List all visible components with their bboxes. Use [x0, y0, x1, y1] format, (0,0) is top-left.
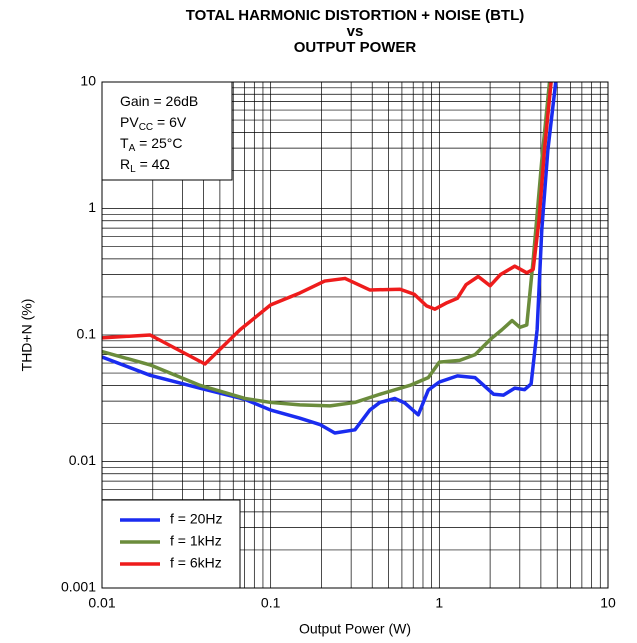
annotation-part: CC	[139, 122, 153, 133]
x-tick-label: 10	[600, 595, 616, 611]
data-line	[102, 82, 553, 366]
annotation-part: PV	[120, 114, 139, 130]
y-axis-label: THD+N (%)	[19, 299, 35, 372]
y-tick-label: 1	[88, 199, 96, 215]
annotation-part: = 4Ω	[136, 156, 170, 172]
legend-label: f = 1kHz	[170, 533, 222, 549]
annotation-part: Gain = 26dB	[120, 93, 198, 109]
annotation-part: T	[120, 135, 129, 151]
annotation-part: A	[129, 143, 136, 154]
plot-border	[101, 81, 609, 589]
x-tick-label: 0.1	[261, 595, 281, 611]
annotation-part: = 25°C	[135, 135, 182, 151]
overlay: Gain = 26dB PVCC = 6V TA = 25°C RL = 4Ω f = …	[101, 81, 241, 589]
annotation-part: L	[130, 164, 136, 175]
annotation-box	[101, 81, 233, 181]
annotation: PVCC = 6V	[120, 114, 187, 133]
y-tick-label: 10	[80, 73, 96, 89]
chart-title: vs	[347, 23, 364, 40]
x-tick-label: 0.01	[88, 595, 115, 611]
x-axis-label: Output Power (W)	[299, 621, 411, 637]
y-tick-label: 0.1	[77, 326, 97, 342]
legend-label: f = 20Hz	[170, 511, 223, 527]
y-tick-label: 0.01	[69, 452, 96, 468]
chart-title: TOTAL HARMONIC DISTORTION + NOISE (BTL)	[186, 7, 524, 24]
annotation-part: R	[120, 156, 130, 172]
annotation: Gain = 26dB	[120, 93, 198, 109]
data-line	[102, 82, 552, 408]
data-line	[102, 82, 558, 435]
annotation-part: = 6V	[153, 114, 187, 130]
legend-box	[101, 499, 241, 589]
y-tick-label: 0.001	[61, 579, 96, 595]
legend-label: f = 6kHz	[170, 555, 222, 571]
x-tick-label: 1	[435, 595, 443, 611]
annotation: RL = 4Ω	[120, 156, 170, 175]
annotation: TA = 25°C	[120, 135, 182, 154]
lines	[102, 82, 558, 435]
chart-title: OUTPUT POWER	[294, 39, 417, 56]
